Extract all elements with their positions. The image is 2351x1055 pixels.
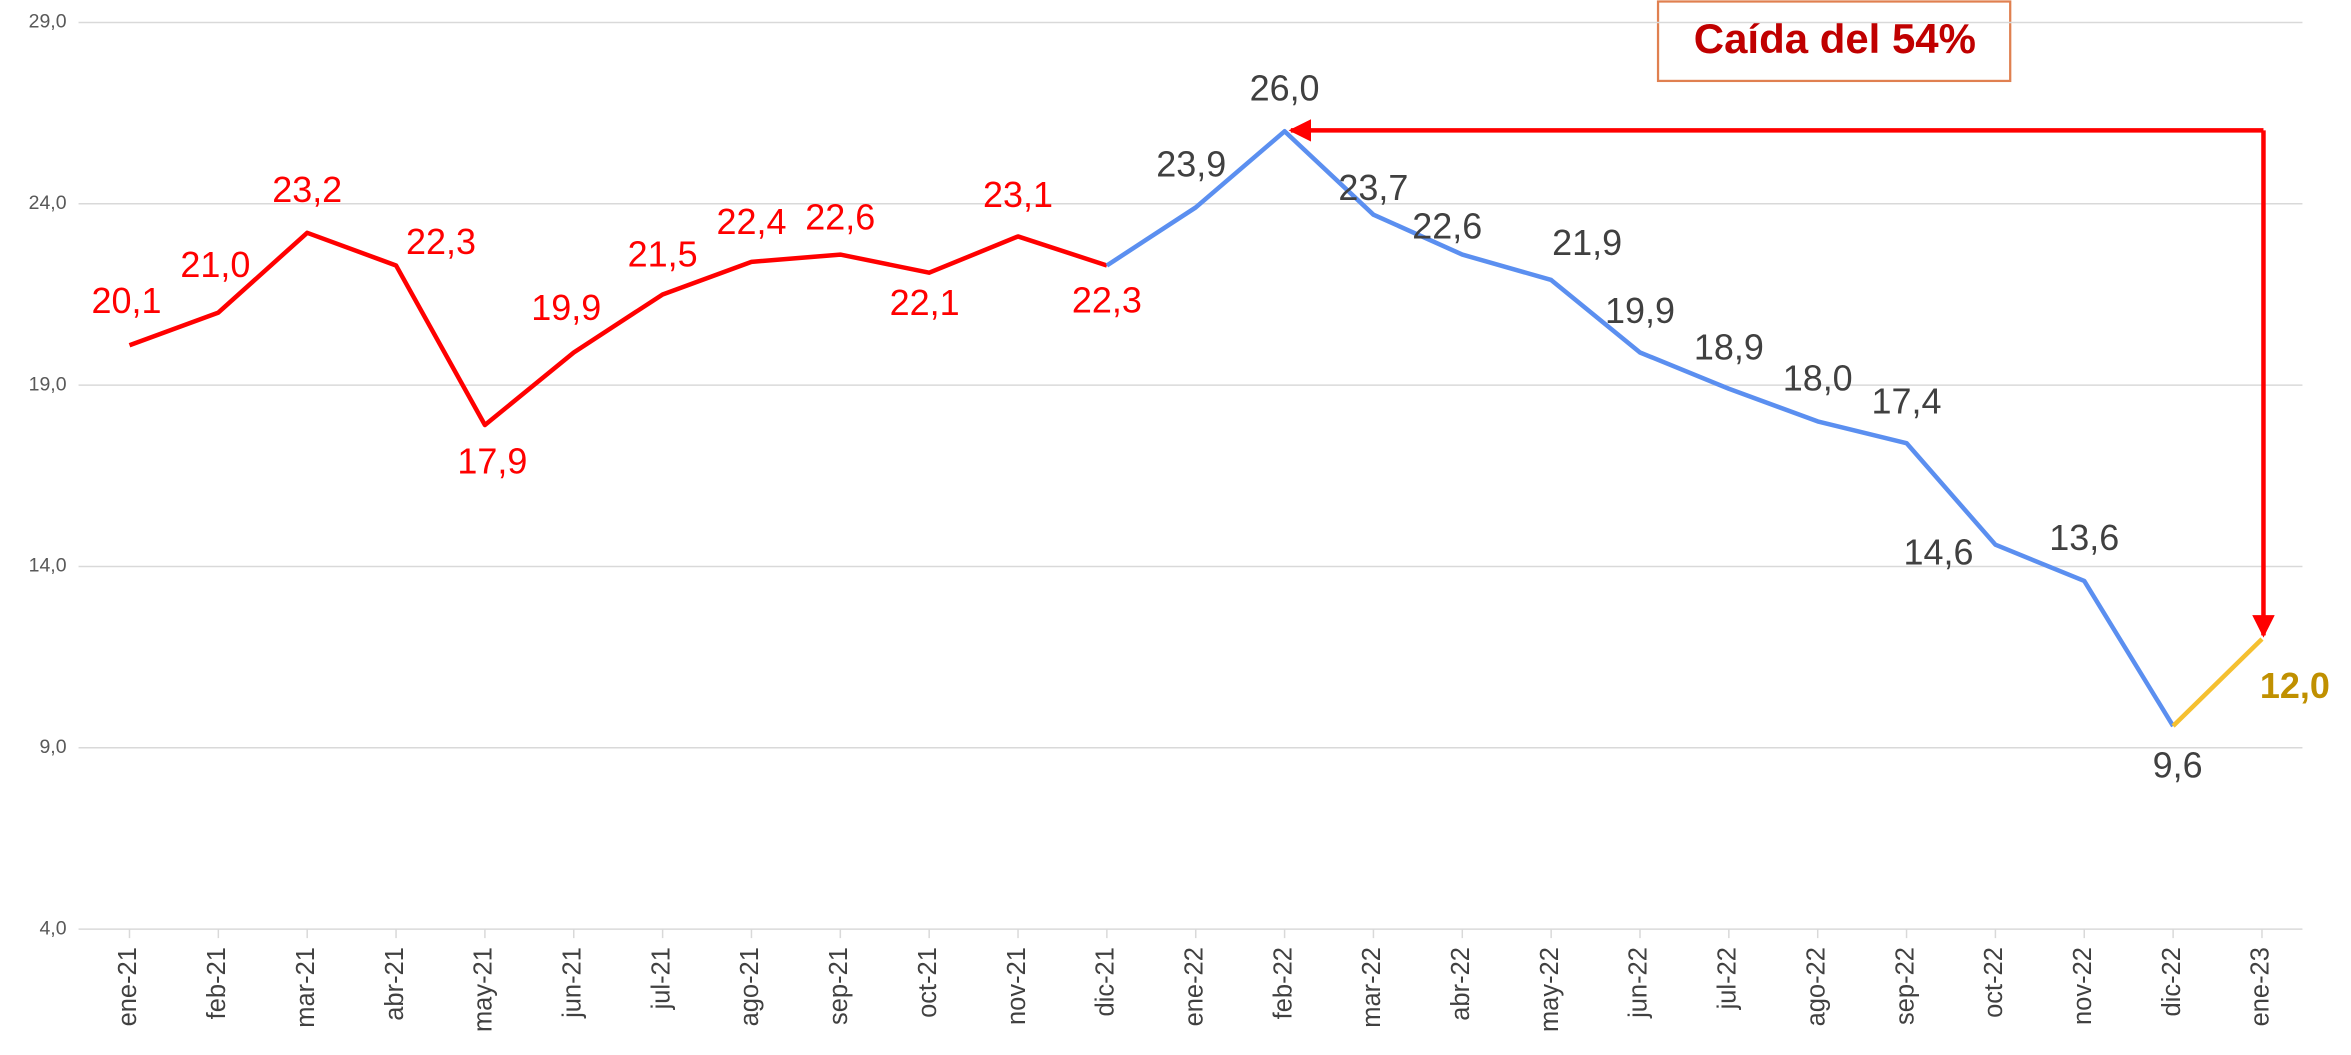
data-label: 19,9 (1605, 290, 1675, 331)
x-tick-label: ago-21 (736, 947, 764, 1026)
x-tick-label: ene-21 (114, 947, 142, 1026)
x-tick-label: nov-21 (1003, 947, 1031, 1025)
data-label: 22,6 (805, 197, 875, 238)
data-label: 18,9 (1694, 326, 1764, 367)
x-tick-label: may-21 (470, 947, 498, 1032)
x-tick-label: abr-22 (1447, 947, 1475, 1021)
x-tick-label: oct-22 (1980, 947, 2008, 1018)
data-label: 23,7 (1338, 167, 1408, 208)
annotation-box (1656, 0, 2012, 83)
data-label: 22,1 (890, 282, 960, 323)
data-label: 20,1 (92, 280, 162, 321)
data-label: 23,2 (272, 169, 342, 210)
data-label: 17,9 (457, 440, 527, 481)
x-tick-label: mar-21 (292, 947, 320, 1028)
x-tick-label: ago-22 (1802, 947, 1830, 1026)
data-label: 22,3 (406, 221, 476, 262)
x-tick-label: feb-21 (203, 947, 231, 1019)
x-tick-label: dic-21 (1092, 947, 1120, 1016)
data-label: 23,9 (1156, 143, 1226, 184)
data-label: 22,4 (716, 201, 786, 242)
y-tick-label: 4,0 (39, 917, 66, 939)
line (1105, 129, 2176, 728)
x-tick-label: may-22 (1536, 947, 1564, 1032)
x-tick-label: sep-22 (1891, 947, 1919, 1025)
x-tick-label: feb-22 (1269, 947, 1297, 1019)
x-tick-label: ene-22 (1180, 947, 1208, 1026)
line (128, 230, 1108, 428)
y-tick-label: 29,0 (29, 11, 67, 33)
x-tick-label: dic-22 (2158, 947, 2186, 1016)
data-label: 21,5 (628, 234, 698, 275)
line (2171, 637, 2264, 728)
x-tick-label: mar-22 (1358, 947, 1386, 1028)
x-tick-label: jul-21 (647, 947, 675, 1010)
x-tick-label: ene-23 (2247, 947, 2275, 1026)
y-tick-label: 19,0 (29, 373, 67, 395)
x-tick-label: oct-21 (914, 947, 942, 1018)
data-label: 14,6 (1903, 532, 1973, 573)
data-label: 18,0 (1783, 357, 1853, 398)
y-tick-label: 14,0 (29, 555, 67, 577)
x-tick-label: abr-21 (381, 947, 409, 1021)
data-label: 21,9 (1552, 222, 1622, 263)
data-label: 9,6 (2153, 744, 2203, 785)
data-label: 19,9 (531, 287, 601, 328)
data-label: 26,0 (1250, 67, 1320, 108)
x-tick-label: nov-22 (2069, 947, 2097, 1025)
x-tick-label: jun-22 (1625, 947, 1653, 1019)
x-tick-label: sep-21 (825, 947, 853, 1025)
y-tick-label: 24,0 (29, 192, 67, 214)
data-label: 21,0 (180, 244, 250, 285)
data-label: 22,6 (1412, 206, 1482, 247)
y-tick-label: 9,0 (39, 736, 66, 758)
data-label: 12,0 (2260, 665, 2330, 706)
data-label: 17,4 (1872, 381, 1942, 422)
data-label: 22,3 (1072, 279, 1142, 320)
data-label: 13,6 (2049, 517, 2119, 558)
x-tick-label: jun-21 (558, 947, 586, 1019)
x-tick-label: jul-22 (1714, 947, 1742, 1010)
data-label: 23,1 (983, 174, 1053, 215)
